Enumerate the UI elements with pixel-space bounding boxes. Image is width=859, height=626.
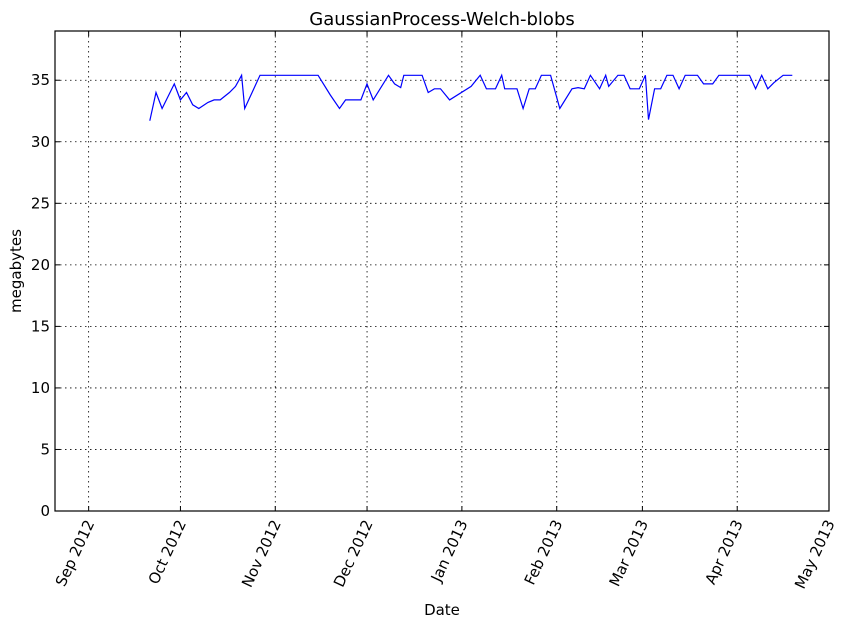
chart-title: GaussianProcess-Welch-blobs — [309, 9, 575, 30]
x-tick-label: Mar 2013 — [606, 517, 652, 589]
x-tick-label: Sep 2012 — [52, 517, 98, 589]
y-tick-label: 15 — [31, 317, 50, 335]
x-tick-label: May 2013 — [791, 517, 839, 592]
x-tick-label: Dec 2012 — [330, 517, 377, 590]
series-layer — [149, 73, 793, 121]
plot-frame — [54, 30, 830, 512]
x-tick-label: Apr 2013 — [701, 517, 746, 587]
y-tick-label: 35 — [31, 71, 50, 89]
y-tick-label: 5 — [40, 440, 50, 458]
x-tick-labels: Sep 2012 Oct 2012 Nov 2012 Dec 2012 Jan 2013… — [52, 517, 839, 592]
axis-ticks — [55, 31, 830, 512]
x-tick-label: Jan 2013 — [427, 517, 472, 585]
y-tick-label: 30 — [31, 133, 50, 151]
y-axis-title: megabytes — [7, 229, 25, 313]
series-line — [149, 73, 793, 121]
x-tick-label: Nov 2012 — [238, 517, 285, 590]
x-axis-title: Date — [424, 601, 460, 619]
x-tick-label: Oct 2012 — [145, 517, 190, 587]
grid-lines — [55, 31, 829, 511]
y-tick-labels: 0 5 10 15 20 25 30 35 — [31, 71, 50, 520]
y-tick-label: 10 — [31, 379, 50, 397]
y-tick-label: 20 — [31, 256, 50, 274]
x-tick-label: Feb 2013 — [521, 517, 567, 588]
y-tick-label: 0 — [40, 502, 50, 520]
y-tick-label: 25 — [31, 194, 50, 212]
